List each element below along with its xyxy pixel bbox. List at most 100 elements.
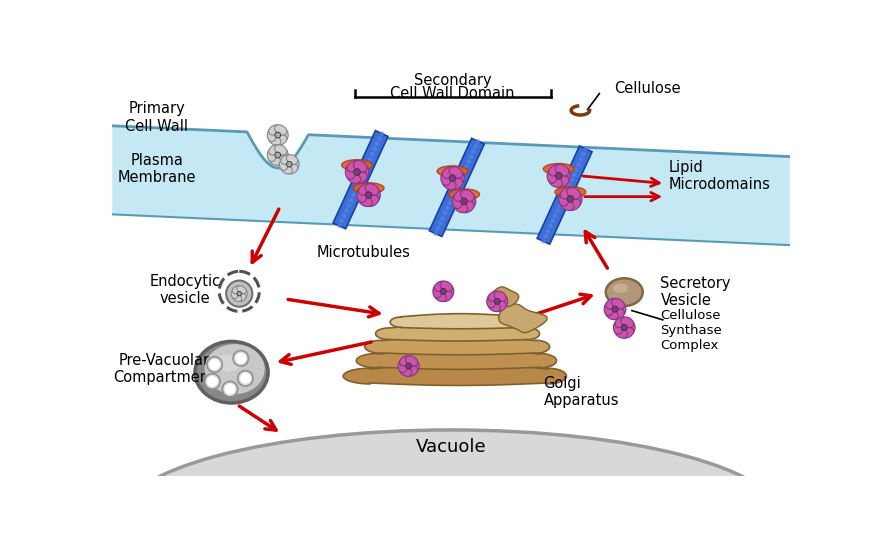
Ellipse shape [615,327,627,338]
Circle shape [406,363,412,369]
Circle shape [579,157,583,162]
Circle shape [562,193,567,197]
Circle shape [445,205,450,210]
Ellipse shape [268,125,281,135]
Ellipse shape [204,344,265,394]
Circle shape [555,208,560,213]
Circle shape [361,172,365,177]
Circle shape [553,213,557,218]
Ellipse shape [621,317,634,327]
Text: Pre-Vacuolar
Compartment: Pre-Vacuolar Compartment [114,353,216,385]
Ellipse shape [460,201,474,213]
Circle shape [344,208,348,213]
Circle shape [207,357,223,372]
Ellipse shape [559,192,568,207]
Ellipse shape [398,360,407,372]
Ellipse shape [347,160,361,172]
Circle shape [576,162,581,166]
Polygon shape [537,146,592,244]
Ellipse shape [440,281,452,292]
Circle shape [238,371,253,386]
Circle shape [495,299,500,304]
Ellipse shape [358,165,369,179]
Circle shape [354,188,358,192]
Ellipse shape [605,302,613,316]
Ellipse shape [561,169,570,183]
Ellipse shape [605,278,642,306]
Circle shape [464,165,468,169]
Ellipse shape [621,327,634,338]
Circle shape [459,175,464,179]
Ellipse shape [441,171,451,186]
Polygon shape [429,139,484,236]
Circle shape [224,384,236,394]
Polygon shape [390,314,543,329]
Ellipse shape [354,172,367,184]
Polygon shape [364,336,549,355]
Ellipse shape [494,301,506,311]
Polygon shape [499,304,547,333]
Circle shape [583,147,588,151]
Ellipse shape [231,289,238,299]
Ellipse shape [612,309,625,320]
Ellipse shape [232,294,242,302]
Ellipse shape [275,155,287,165]
Circle shape [471,149,475,154]
Ellipse shape [443,178,456,189]
Circle shape [438,221,443,226]
Circle shape [551,218,555,223]
Ellipse shape [443,167,456,178]
Polygon shape [376,324,539,341]
Text: Golgi
Apparatus: Golgi Apparatus [543,376,619,408]
Ellipse shape [275,145,287,155]
Ellipse shape [237,294,246,302]
Ellipse shape [454,190,467,201]
Text: Vacuole: Vacuole [415,438,487,456]
Circle shape [581,152,586,156]
Circle shape [558,203,562,208]
Text: Cell Wall Domain: Cell Wall Domain [391,86,515,101]
Ellipse shape [341,159,372,171]
Ellipse shape [488,301,501,311]
Circle shape [447,201,452,205]
Ellipse shape [410,360,419,372]
Ellipse shape [358,195,372,207]
Ellipse shape [353,183,384,194]
Circle shape [275,152,281,158]
Circle shape [275,132,281,138]
Circle shape [226,280,253,307]
Ellipse shape [268,149,276,162]
Circle shape [433,231,438,236]
Ellipse shape [214,355,241,371]
Circle shape [450,175,456,181]
Circle shape [466,159,471,164]
Polygon shape [491,287,518,307]
Circle shape [548,224,553,228]
Text: Cellulose
Synthase
Complex: Cellulose Synthase Complex [660,309,722,352]
Ellipse shape [449,178,463,189]
Ellipse shape [449,189,480,200]
Circle shape [452,190,457,195]
Text: Microtubules: Microtubules [316,245,410,260]
Ellipse shape [626,321,635,334]
Circle shape [372,147,377,151]
Ellipse shape [615,317,627,327]
Circle shape [356,182,361,187]
Circle shape [555,173,562,179]
Ellipse shape [561,187,574,199]
Circle shape [370,152,375,156]
Circle shape [541,239,546,243]
Ellipse shape [347,172,361,184]
Circle shape [351,193,356,197]
Ellipse shape [612,284,628,293]
Circle shape [365,192,372,198]
Text: Plasma
Membrane: Plasma Membrane [118,153,196,185]
Circle shape [440,216,445,220]
Circle shape [560,198,565,203]
Circle shape [377,136,382,141]
Ellipse shape [268,145,281,155]
Ellipse shape [237,286,246,294]
Ellipse shape [548,176,562,187]
Ellipse shape [290,158,299,171]
Ellipse shape [354,160,367,172]
